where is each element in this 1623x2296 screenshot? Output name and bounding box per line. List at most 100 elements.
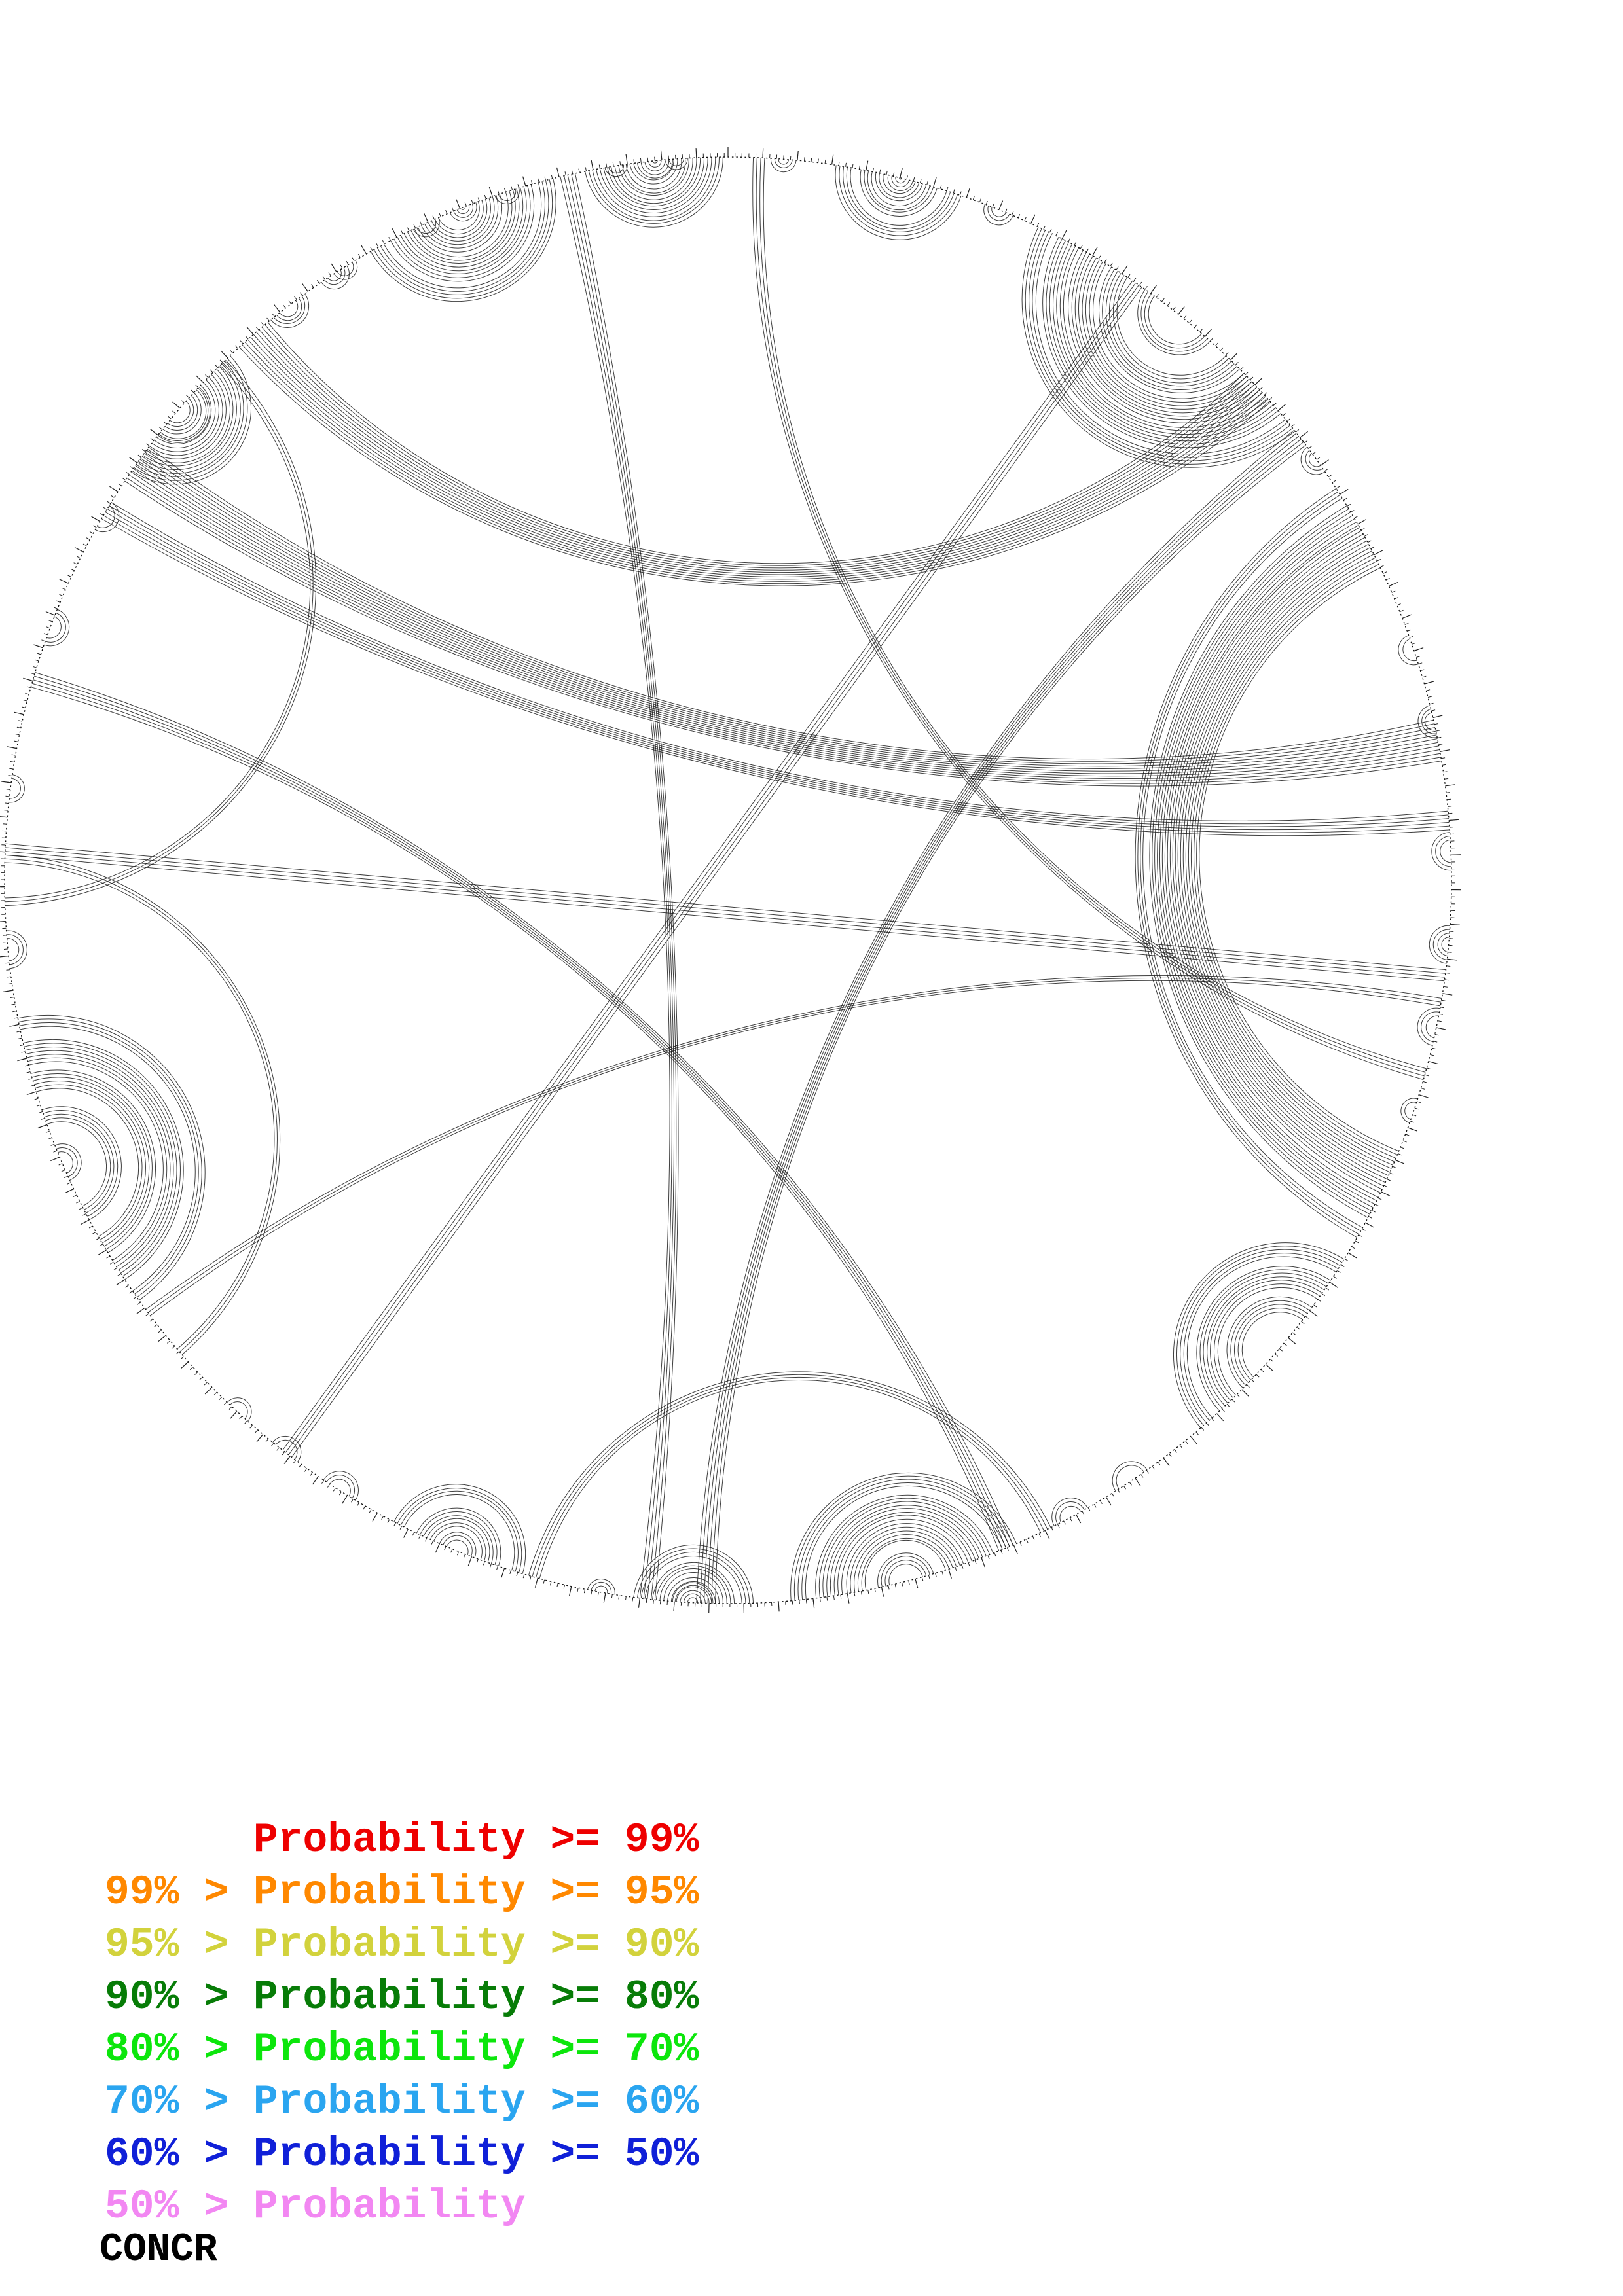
arc-bundle-38-strand-1 <box>532 1374 1048 1577</box>
arc-bundle-20-strand-5 <box>1161 522 1377 1202</box>
arc-bundle-17-strand-3 <box>1148 295 1202 345</box>
arc-bundle-46-strand-2 <box>329 1479 351 1497</box>
arc-bundle-25-strand-1 <box>1435 836 1451 867</box>
arc-bundle-11-strand-1 <box>891 175 910 188</box>
arc-bundle-73-strand-2 <box>5 847 1446 974</box>
arc-bundle-2-strand-0 <box>390 184 535 282</box>
arc-bundle-15-strand-7 <box>1093 263 1245 399</box>
arc-bundle-8-strand-2 <box>778 158 789 165</box>
arc-bundle-36-strand-0 <box>846 1523 964 1594</box>
arc-bundle-63-strand-1 <box>416 219 437 234</box>
arc-bundle-34-strand-0 <box>790 1472 1017 1601</box>
arc-bundle-16-strand-5 <box>1116 277 1226 376</box>
arc-bundle-59-strand-4 <box>151 379 219 452</box>
arc-bundle-7-strand-1 <box>640 159 670 175</box>
legend-line-5: 70% > Probability >= 60% <box>105 2079 699 2125</box>
arc-bundle-26-strand-3 <box>1441 937 1450 953</box>
arc-bundle-30-strand-4 <box>1210 1280 1322 1401</box>
arc-bundle-24-strand-2 <box>1424 712 1436 731</box>
arc-bundle-17-strand-2 <box>1144 293 1205 349</box>
arc-bundle-50-strand-6 <box>28 1061 164 1261</box>
legend-line-3: 90% > Probability >= 80% <box>105 1974 699 2020</box>
arc-bundle-43-strand-1 <box>397 1488 522 1573</box>
arc-bundle-51-strand-3 <box>33 1081 146 1244</box>
arc-bundle-70-strand-0 <box>560 176 670 1598</box>
arc-bundle-15-strand-4 <box>1082 257 1252 410</box>
arc-bundle-10-strand-3 <box>871 171 927 207</box>
legend-line-0: Probability >= 99% <box>105 1817 699 1863</box>
arc-bundle-19-strand-1 <box>1137 491 1359 1235</box>
arc-bundle-20-strand-0 <box>1149 505 1368 1218</box>
arc-bundle-52-strand-1 <box>43 1110 119 1217</box>
arc-bundle-60-strand-2 <box>162 392 202 435</box>
arc-bundle-20-strand-1 <box>1152 509 1370 1215</box>
arc-bundle-40-strand-1 <box>655 1565 731 1604</box>
arc-bundle-9-strand-4 <box>850 168 947 226</box>
arc-bundle-6-strand-2 <box>614 158 693 200</box>
arc-bundle-21-strand-0 <box>1167 527 1381 1193</box>
arc-bundle-0-strand-1 <box>324 267 346 285</box>
arc-bundle-6-strand-5 <box>625 158 682 190</box>
probability-legend: Probability >= 99% 99% > Probability >= 9… <box>105 1814 699 2233</box>
arc-bundle-49-strand-0 <box>18 1014 206 1301</box>
arc-bundle-40-strand-5 <box>670 1581 716 1604</box>
arc-bundle-53-strand-1 <box>56 1147 78 1177</box>
arc-bundle-19-strand-2 <box>1140 494 1361 1232</box>
arc-bundle-27-strand-1 <box>1421 1011 1440 1043</box>
arc-bundle-31-strand-2 <box>1233 1304 1308 1383</box>
arc-bundle-35-strand-3 <box>826 1505 983 1597</box>
arc-bundle-11-strand-3 <box>899 177 902 180</box>
arc-bundle-55-strand-0 <box>9 774 25 803</box>
arc-bundle-44-strand-3 <box>426 1518 490 1563</box>
arc-bundle-59-strand-1 <box>145 371 231 463</box>
arc-bundle-29-strand-3 <box>1183 1253 1339 1421</box>
arc-bundle-0-strand-2 <box>327 269 342 281</box>
arc-bundle-34-strand-3 <box>801 1482 1007 1600</box>
arc-bundle-77-strand-2 <box>5 862 275 1350</box>
arc-bundle-6-strand-4 <box>622 158 686 194</box>
arc-bundle-2-strand-3 <box>400 187 524 272</box>
arc-bundle-44-strand-1 <box>420 1511 498 1566</box>
arc-bundle-58-strand-4 <box>140 366 237 470</box>
arc-bundle-15-strand-5 <box>1085 259 1250 406</box>
arc-bundle-55-strand-1 <box>9 778 21 799</box>
arc-bundle-41-strand-4 <box>687 1597 699 1604</box>
arc-bundle-7-strand-2 <box>644 160 666 171</box>
arc-bundle-71-strand-5 <box>715 444 1306 1604</box>
arc-bundle-28-strand-1 <box>1404 1102 1417 1120</box>
arc-bundle-77-strand-0 <box>5 854 281 1355</box>
arc-bundle-36-strand-1 <box>850 1526 960 1593</box>
arc-bundle-68-strand-4 <box>133 468 1439 777</box>
arc-bundle-1-strand-2 <box>376 180 549 295</box>
arc-bundle-53-strand-0 <box>54 1143 82 1181</box>
arc-bundle-68-strand-0 <box>124 480 1442 787</box>
arc-bundle-15-strand-6 <box>1089 261 1247 403</box>
arc-bundle-30-strand-5 <box>1214 1283 1321 1399</box>
arc-bundle-14-strand-3 <box>1053 242 1274 439</box>
arc-bundle-1-strand-0 <box>370 178 556 302</box>
arc-bundle-68-strand-6 <box>137 462 1438 772</box>
arc-bundle-68-strand-9 <box>144 452 1436 764</box>
arc-bundle-10-strand-4 <box>875 172 923 202</box>
arc-bundle-40-strand-2 <box>659 1568 727 1604</box>
arc-bundle-60-strand-3 <box>164 395 198 431</box>
legend-line-4: 80% > Probability >= 70% <box>105 2026 699 2073</box>
arc-bundle-61-strand-3 <box>279 300 299 317</box>
arc-bundle-42-strand-0 <box>587 1579 615 1595</box>
arc-bundle-10-strand-5 <box>879 173 920 198</box>
arc-bundle-39-strand-1 <box>637 1548 750 1604</box>
arc-bundle-2-strand-1 <box>393 185 531 278</box>
arc-bundle-43-strand-2 <box>400 1490 519 1572</box>
arc-bundle-37-strand-0 <box>877 1552 934 1588</box>
arc-bundle-67-strand-9 <box>264 324 1247 566</box>
arc-bundle-7-strand-3 <box>648 160 662 168</box>
arc-bundle-63-strand-0 <box>412 217 440 238</box>
arc-bundle-56-strand-1 <box>45 612 66 643</box>
arc-bundle-22-strand-2 <box>1194 560 1396 1159</box>
arc-bundle-59-strand-0 <box>142 368 234 467</box>
legend-line-1: 99% > Probability >= 95% <box>105 1869 699 1916</box>
arc-bundle-5-strand-3 <box>596 157 712 217</box>
arc-bundle-22-strand-4 <box>1199 567 1399 1152</box>
arc-bundle-36-strand-3 <box>857 1534 953 1592</box>
arc-bundle-20-strand-4 <box>1159 518 1376 1205</box>
